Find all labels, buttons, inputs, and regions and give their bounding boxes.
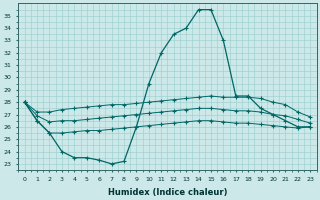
X-axis label: Humidex (Indice chaleur): Humidex (Indice chaleur): [108, 188, 227, 197]
